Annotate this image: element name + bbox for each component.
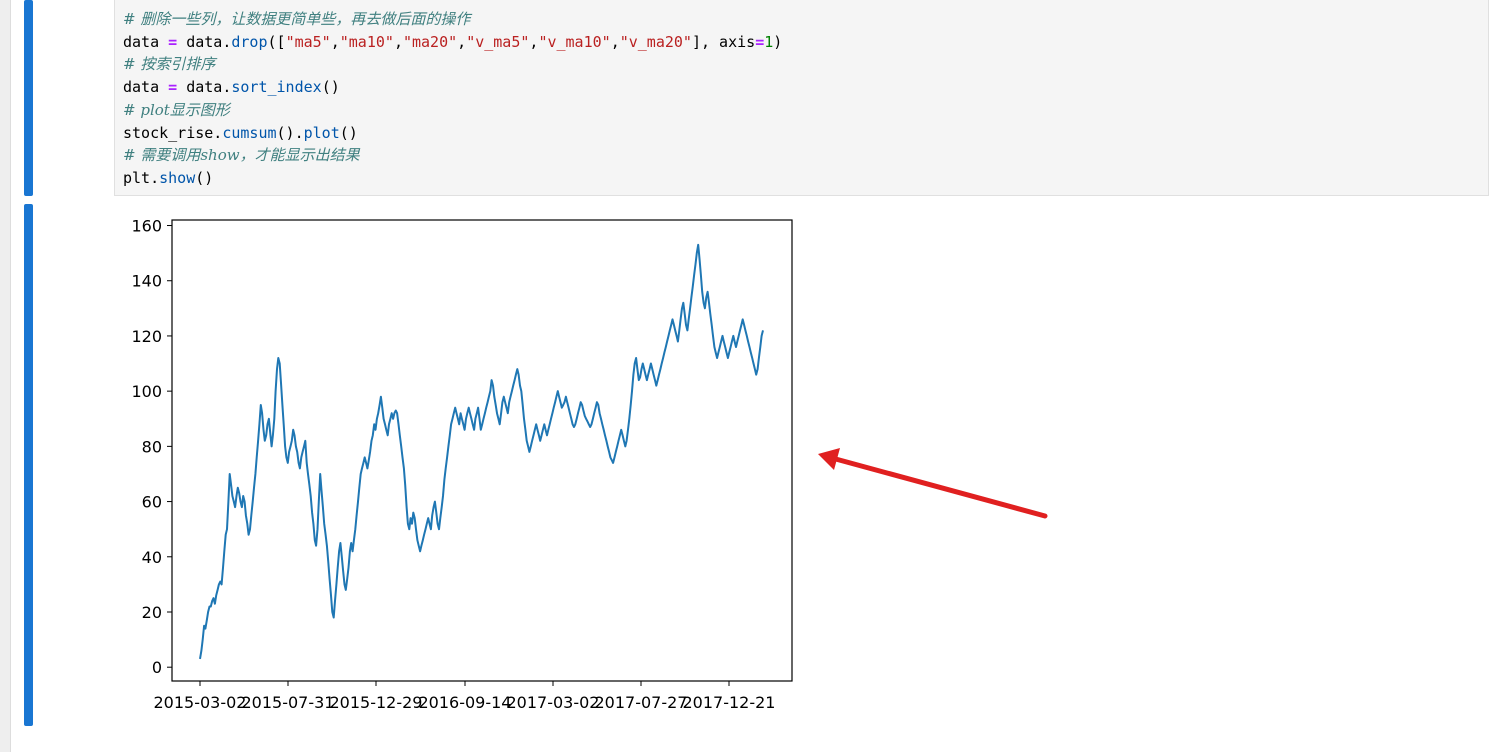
code-line: # 按索引排序 [123,53,215,75]
code-token: # 按索引排序 [123,55,216,74]
y-tick-label: 40 [142,548,162,567]
code-token: , [610,32,620,51]
y-tick-label: 80 [142,437,162,456]
code-token: ) [773,32,783,51]
code-token: plt. [123,168,160,187]
annotation-arrow-head [818,448,840,470]
code-line: data = data.drop(["ma5","ma10","ma20","v… [123,31,782,53]
y-tick-label: 60 [142,493,162,512]
code-line: data = data.sort_index() [123,76,340,98]
line-chart: 0 20 40 60 80 100 120 140 160 2015-03-022015-07-3… [131,217,793,712]
y-tick-label: 140 [131,272,162,291]
code-token: "v_ma10" [538,32,611,51]
code-token: = [168,78,178,97]
code-token: data [123,78,169,97]
annotation-arrow-shaft [829,455,1048,519]
code-token: "v_ma20" [619,32,692,51]
code-token: drop [231,32,268,51]
code-token: , [529,32,539,51]
code-token: # 删除一些列，让数据更简单些，再去做后面的操作 [123,10,471,28]
output-selection-bar[interactable] [24,204,33,726]
y-tick-label: 0 [152,658,162,677]
code-token: # plot显示图形 [123,100,230,119]
code-token: sort_index [231,78,322,97]
code-line: stock_rise.cumsum().plot() [123,122,358,144]
code-line: # 删除一些列，让数据更简单些，再去做后面的操作 [123,8,470,30]
left-gutter [0,0,10,752]
x-tick-label: 2016-09-14 [419,693,512,712]
y-tick-label: 20 [142,603,162,622]
axes-frame [171,219,793,682]
code-cell-input[interactable]: # 删除一些列，让数据更简单些，再去做后面的操作 data = data.drop… [114,0,1489,196]
code-line: # plot显示图形 [123,99,230,121]
code-token: data. [177,32,232,51]
code-token: "v_ma5" [466,32,530,51]
code-token: data. [177,78,232,97]
code-token: "ma10" [339,32,394,51]
y-tick-label: 160 [131,217,162,236]
code-line: plt.show() [123,167,213,189]
code-token: , [457,32,467,51]
code-token: # 需要调用show，才能显示出结果 [123,146,360,165]
series-line [199,243,764,660]
code-token: cumsum [222,123,277,142]
code-token: ([ [267,32,286,51]
code-token: data [123,32,169,51]
y-tick-label: 100 [131,382,162,401]
code-token: (). [276,123,304,142]
code-token: show [159,168,196,187]
code-token: "ma20" [402,32,458,51]
code-token: , [393,32,403,51]
y-tick-label: 120 [131,327,162,346]
x-tick-label: 2015-03-02 [154,693,247,712]
left-divider [10,0,11,752]
code-token: = [755,32,765,51]
code-token: = [168,32,178,51]
x-tick-label: 2017-12-21 [683,693,776,712]
x-tick-label: 2017-07-27 [595,693,688,712]
x-tick-label: 2015-07-31 [242,693,335,712]
code-token: () [321,78,340,97]
code-token: () [195,168,214,187]
code-token: () [339,123,358,142]
code-line: # 需要调用show，才能显示出结果 [123,144,360,166]
code-token: "ma5" [285,32,331,51]
code-token: stock_rise. [123,123,223,142]
code-token: 1 [764,32,774,51]
code-token: , [330,32,340,51]
cell-selection-bar[interactable] [24,0,33,196]
x-tick-label: 2015-12-29 [330,693,423,712]
code-token: ], axis [691,32,756,51]
code-token: plot [303,123,340,142]
x-tick-label: 2017-03-02 [507,693,600,712]
